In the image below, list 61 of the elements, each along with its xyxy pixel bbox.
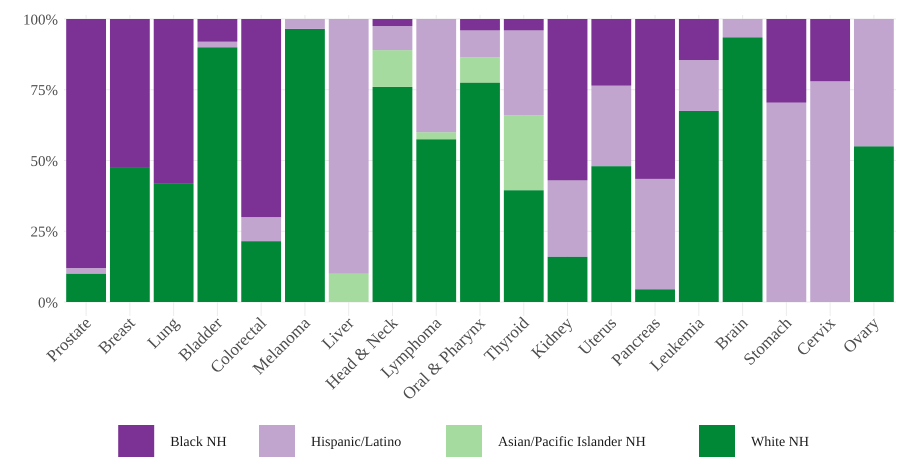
bar: [197, 47, 238, 302]
bar: [766, 102, 806, 302]
bar: [504, 19, 544, 30]
bar: [548, 180, 588, 257]
bar: [110, 168, 150, 302]
bar: [66, 274, 106, 302]
bar: [241, 217, 282, 242]
bar: [678, 19, 719, 60]
bar: [372, 50, 412, 87]
bar: [460, 30, 500, 58]
y-tick-label: 50%: [30, 154, 58, 170]
bar: [591, 86, 632, 166]
bar: [810, 19, 850, 82]
bar: [328, 19, 369, 274]
legend-label: White NH: [751, 434, 809, 450]
bar: [591, 19, 632, 86]
bar: [678, 60, 719, 111]
legend-label: Hispanic/Latino: [311, 434, 402, 450]
bar: [197, 42, 238, 48]
bar: [372, 19, 412, 26]
bar: [66, 268, 106, 274]
bar: [241, 19, 282, 218]
bar: [416, 19, 456, 132]
bar: [416, 139, 456, 302]
y-tick-label: 75%: [30, 83, 58, 99]
bar: [285, 19, 325, 29]
bar: [197, 19, 238, 42]
bar: [548, 256, 588, 302]
bar: [635, 178, 675, 290]
bar: [372, 86, 412, 302]
legend-label: Asian/Pacific Islander NH: [498, 434, 646, 450]
bar: [328, 274, 369, 302]
bar: [504, 190, 544, 302]
bar: [722, 37, 763, 302]
bar: [416, 132, 456, 140]
bar: [504, 115, 544, 190]
y-tick-label: 0%: [38, 295, 58, 312]
legend-label: Black NH: [170, 434, 227, 450]
bar: [241, 241, 282, 302]
bar: [766, 19, 806, 102]
bar: [635, 19, 675, 179]
y-tick-label: 100%: [23, 12, 58, 28]
bar: [504, 30, 544, 116]
bar: [372, 26, 412, 50]
bar: [678, 110, 719, 302]
bar: [854, 19, 894, 146]
bar: [591, 166, 632, 302]
bar: [154, 183, 194, 302]
y-tick-label: 25%: [30, 224, 58, 240]
bar: [154, 19, 194, 184]
bar: [460, 57, 500, 83]
bar: [722, 19, 763, 38]
bar: [285, 28, 325, 302]
bar: [66, 19, 106, 268]
bar: [548, 19, 588, 180]
bar: [810, 81, 850, 302]
bar: [110, 19, 150, 168]
bar: [635, 289, 675, 302]
bar: [460, 19, 500, 30]
bar: [460, 82, 500, 302]
bar: [854, 146, 894, 302]
